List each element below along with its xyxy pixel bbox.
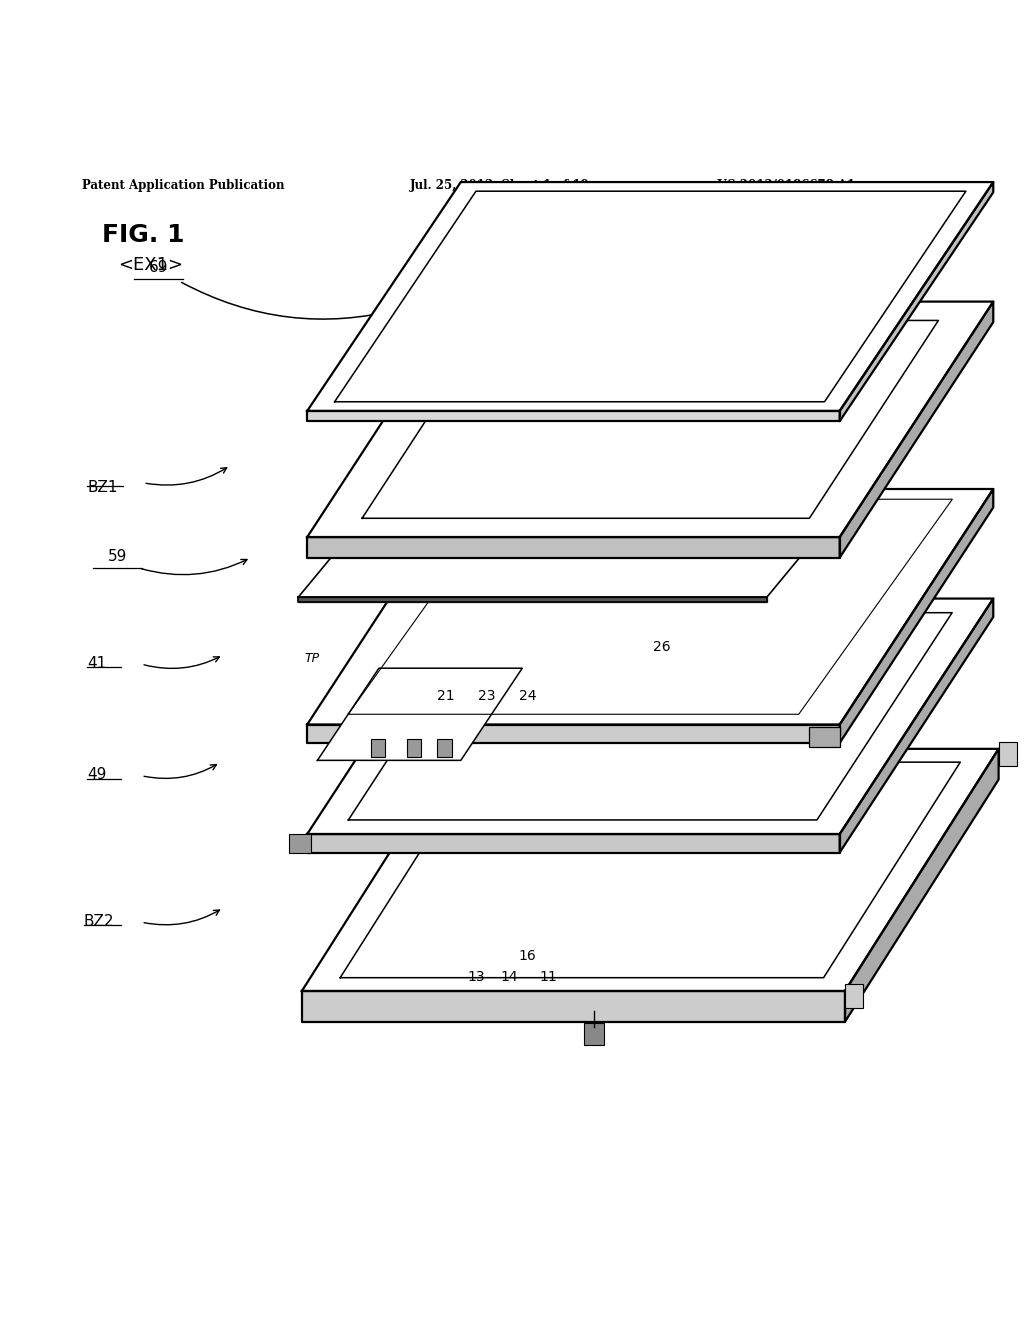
Bar [371,739,385,758]
Polygon shape [840,488,993,743]
Text: BZ1: BZ1 [87,480,118,495]
Text: 69: 69 [148,260,169,275]
Text: 16: 16 [518,949,537,962]
Text: 26: 26 [653,640,671,653]
Text: TP: TP [305,652,319,665]
Text: <EX1>: <EX1> [118,256,182,273]
Bar [437,739,452,758]
Polygon shape [317,668,522,760]
Bar [407,739,421,758]
Text: Patent Application Publication: Patent Application Publication [82,180,285,193]
Text: 24: 24 [518,689,537,702]
Polygon shape [307,411,840,421]
Bar [289,834,311,853]
Text: 14: 14 [500,970,518,985]
Text: 49: 49 [87,767,106,783]
Text: FIG. 1: FIG. 1 [102,223,185,247]
Polygon shape [298,434,902,597]
Polygon shape [307,725,840,743]
Polygon shape [302,748,998,991]
Text: 59: 59 [109,549,127,564]
Polygon shape [307,301,993,537]
Polygon shape [840,598,993,853]
Text: BZ2: BZ2 [84,913,115,929]
Text: 41: 41 [87,656,106,671]
Polygon shape [302,991,845,1022]
Text: 11: 11 [539,970,557,985]
Text: 21: 21 [436,689,455,702]
Text: US 2013/0186678 A1: US 2013/0186678 A1 [717,180,855,193]
Polygon shape [307,834,840,853]
Text: 13: 13 [467,970,485,985]
Text: Jul. 25, 2013  Sheet 1 of 19: Jul. 25, 2013 Sheet 1 of 19 [410,180,590,193]
Text: 23: 23 [477,689,496,702]
FancyBboxPatch shape [845,983,863,1008]
Polygon shape [307,488,993,725]
Polygon shape [840,182,993,421]
Polygon shape [840,301,993,557]
Polygon shape [307,537,840,557]
Polygon shape [298,597,767,602]
Polygon shape [845,748,998,1022]
Polygon shape [307,182,993,411]
Polygon shape [307,598,993,834]
FancyBboxPatch shape [998,742,1017,766]
Bar [584,1023,604,1045]
Bar [809,726,840,747]
